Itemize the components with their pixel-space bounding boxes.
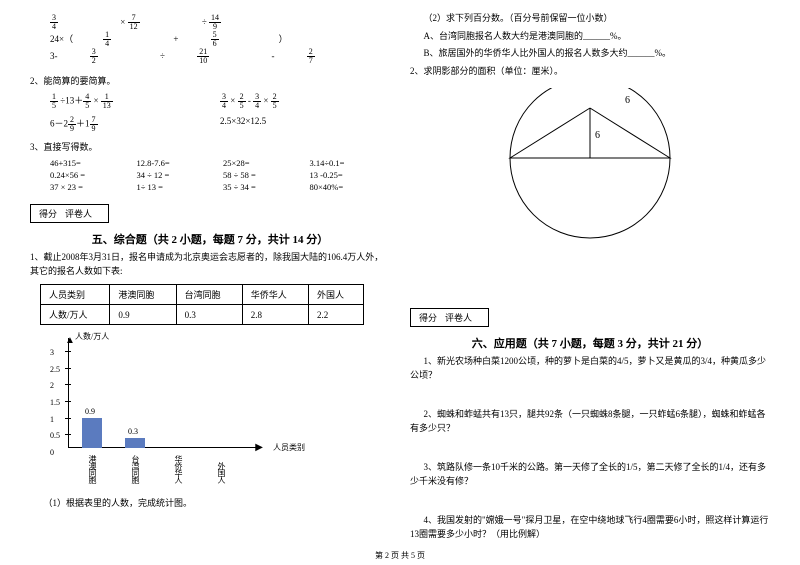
sub2: （2）求下列百分数。（百分号前保留一位小数） [410, 12, 770, 26]
svg-text:6: 6 [625, 95, 630, 106]
circle-figure: 6 6 [460, 88, 720, 268]
right-column: （2）求下列百分数。（百分号前保留一位小数） A、台湾同胞报名人数大约是港澳同胞… [410, 8, 770, 545]
bar-chart: 人数/万人 人员类别 ▲ ▶ 0 0.5 1 1.5 2 2.5 3 0.9 0… [40, 333, 300, 473]
sec5-title: 五、综合题（共 2 小题，每题 7 分，共计 14 分） [30, 231, 390, 247]
svg-text:6: 6 [595, 130, 600, 141]
left-column: 34 × 712 ÷ 149 24×（14 + 56） 3- 32 ÷ 2110… [30, 8, 390, 545]
sub1: （1）根据表里的人数，完成统计图。 [30, 497, 390, 511]
q2a: 15 ÷13＋45 × 113 [50, 93, 220, 110]
page-footer: 第 2 页 共 5 页 [0, 550, 800, 561]
calc-grid: 46+315=12.8-7.6=25×28=3.14÷0.1= 0.24×56 … [50, 158, 390, 192]
app-q3: 3、筑路队修一条10千米的公路。第一天修了全长的1/5，第二天修了全长的1/4，… [410, 461, 770, 488]
q2c: 6－229＋179 [50, 116, 220, 133]
q2d: 2.5×32×12.5 [220, 116, 390, 126]
app-q4: 4、我国发射的"嫦娥一号"探月卫星，在空中绕地球飞行4圈需要6小时，照这样计算运… [410, 514, 770, 541]
sec6-title: 六、应用题（共 7 小题，每题 3 分，共计 21 分） [410, 335, 770, 351]
score-box-right: 得分评卷人 [410, 308, 489, 327]
subB: B、旅居国外的华侨华人比外国人的报名人数多大约______%。 [410, 47, 770, 61]
app-q1: 1、新光农场种白菜1200公顷，种的萝卜是白菜的4/5，萝卜又是黄瓜的3/4，种… [410, 355, 770, 382]
score-box-left: 得分评卷人 [30, 204, 109, 223]
app-q2: 2、蜘蛛和蚱蜢共有13只，腿共92条（一只蜘蛛8条腿，一只蚱蜢6条腿），蜘蛛和蚱… [410, 408, 770, 435]
q3-title: 3、直接写得数。 [30, 141, 390, 155]
q2-title: 2、能简算的要简算。 [30, 75, 390, 89]
data-table: 人员类别港澳同胞台湾同胞华侨华人外国人 人数/万人0.90.32.82.2 [40, 284, 364, 325]
sec5-q1: 1、截止2008年3月31日，报名申请成为北京奥运会志愿者的，除我国大陆的106… [30, 251, 390, 278]
q2b: 34 × 25 - 34 × 25 [220, 93, 390, 110]
q2-right: 2、求阴影部分的面积（单位：厘米）。 [410, 65, 770, 79]
subA: A、台湾同胞报名人数大约是港澳同胞的______%。 [410, 30, 770, 44]
eq-row-1: 34 × 712 ÷ 149 24×（14 + 56） 3- 32 ÷ 2110… [50, 14, 390, 65]
